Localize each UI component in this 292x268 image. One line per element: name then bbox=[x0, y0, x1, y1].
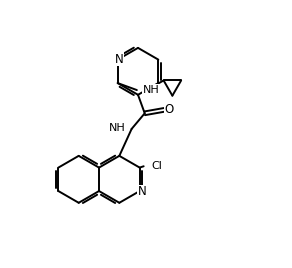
Text: NH: NH bbox=[143, 84, 159, 95]
Text: N: N bbox=[138, 185, 146, 198]
Text: O: O bbox=[164, 103, 173, 116]
Text: Cl: Cl bbox=[151, 161, 162, 171]
Text: NH: NH bbox=[109, 123, 126, 133]
Text: N: N bbox=[115, 53, 124, 66]
